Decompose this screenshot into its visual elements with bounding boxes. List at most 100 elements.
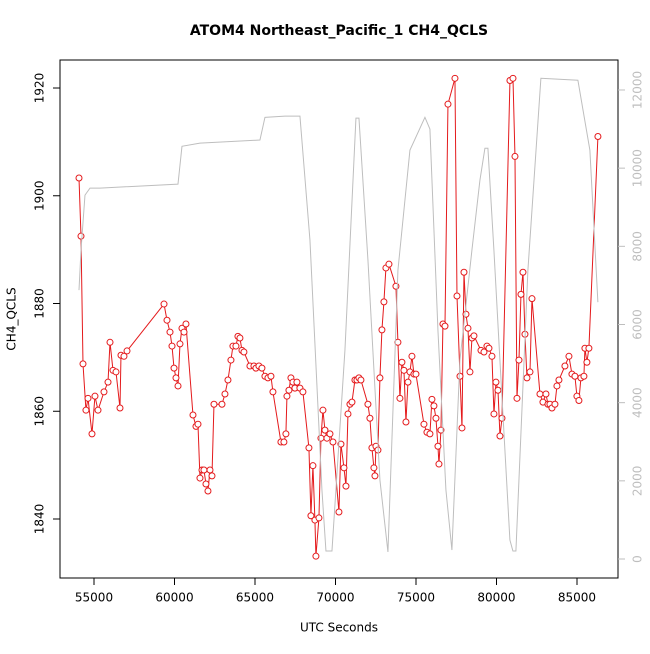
series-line bbox=[78, 77, 599, 557]
data-point bbox=[426, 430, 434, 438]
data-point bbox=[432, 414, 440, 422]
x-axis-label: UTC Seconds bbox=[300, 621, 378, 635]
data-point bbox=[240, 348, 248, 356]
data-point bbox=[344, 410, 352, 418]
data-point bbox=[210, 400, 218, 408]
x-tick-label: 70000 bbox=[316, 591, 354, 605]
data-point bbox=[498, 414, 506, 422]
data-point bbox=[170, 364, 178, 372]
data-point bbox=[555, 376, 563, 384]
data-point bbox=[441, 322, 449, 330]
data-point bbox=[398, 358, 406, 366]
x-tick-label: 65000 bbox=[236, 591, 274, 605]
data-point bbox=[462, 310, 470, 318]
data-point bbox=[428, 395, 436, 403]
data-point bbox=[232, 342, 240, 350]
data-point bbox=[536, 390, 544, 398]
y-tick-label: 1840 bbox=[33, 504, 47, 535]
data-point bbox=[180, 328, 188, 336]
data-point bbox=[357, 376, 365, 384]
data-point bbox=[120, 352, 128, 360]
data-point bbox=[305, 444, 313, 452]
x-tick-label: 60000 bbox=[155, 591, 193, 605]
data-point bbox=[526, 368, 534, 376]
data-point bbox=[269, 388, 277, 396]
data-point bbox=[464, 324, 472, 332]
data-point bbox=[460, 268, 468, 276]
data-point bbox=[376, 374, 384, 382]
data-point bbox=[553, 382, 561, 390]
data-point bbox=[492, 378, 500, 386]
data-point bbox=[435, 460, 443, 468]
data-point bbox=[176, 340, 184, 348]
data-point bbox=[315, 514, 323, 522]
data-point bbox=[485, 344, 493, 352]
data-point bbox=[267, 372, 275, 380]
data-point bbox=[307, 512, 315, 520]
y2-tick-label: 8000 bbox=[631, 231, 645, 262]
data-point bbox=[451, 74, 459, 82]
data-point bbox=[299, 388, 307, 396]
x-tick-label: 80000 bbox=[477, 591, 515, 605]
data-point bbox=[490, 410, 498, 418]
data-point bbox=[458, 424, 466, 432]
series-line bbox=[78, 77, 599, 553]
y2-tick-label: 12000 bbox=[631, 71, 645, 109]
data-point bbox=[84, 394, 92, 402]
data-point bbox=[511, 152, 519, 160]
data-point bbox=[515, 356, 523, 364]
data-point bbox=[218, 400, 226, 408]
data-point bbox=[227, 356, 235, 364]
data-point bbox=[166, 328, 174, 336]
data-point bbox=[370, 464, 378, 472]
data-point bbox=[283, 392, 291, 400]
data-point bbox=[412, 370, 420, 378]
data-point bbox=[75, 174, 83, 182]
y-tick-label: 1900 bbox=[33, 180, 47, 211]
data-point bbox=[221, 390, 229, 398]
data-point bbox=[528, 295, 536, 303]
data-point bbox=[321, 426, 329, 434]
data-point bbox=[542, 390, 550, 398]
data-point bbox=[517, 290, 525, 298]
data-point bbox=[317, 434, 325, 442]
data-point bbox=[364, 400, 372, 408]
data-point bbox=[206, 466, 214, 474]
data-point bbox=[402, 418, 410, 426]
data-point bbox=[280, 438, 288, 446]
data-point bbox=[408, 352, 416, 360]
data-point bbox=[100, 388, 108, 396]
data-point bbox=[585, 344, 593, 352]
data-point bbox=[104, 378, 112, 386]
data-point bbox=[293, 378, 301, 386]
y-tick-label: 1880 bbox=[33, 288, 47, 319]
data-point bbox=[580, 372, 588, 380]
y-tick-label: 1920 bbox=[33, 73, 47, 104]
data-point bbox=[329, 438, 337, 446]
data-point bbox=[285, 386, 293, 394]
data-point bbox=[224, 376, 232, 384]
data-point bbox=[392, 282, 400, 290]
data-point bbox=[561, 362, 569, 370]
data-point bbox=[496, 432, 504, 440]
data-point bbox=[88, 430, 96, 438]
data-point bbox=[494, 386, 502, 394]
chart-title: ATOM4 Northeast_Pacific_1 CH4_QCLS bbox=[190, 23, 488, 39]
data-point bbox=[466, 368, 474, 376]
data-point bbox=[335, 508, 343, 516]
data-point bbox=[189, 411, 197, 419]
data-point bbox=[519, 268, 527, 276]
data-point bbox=[182, 320, 190, 328]
data-point bbox=[575, 396, 583, 404]
y2-tick-label: 10000 bbox=[631, 149, 645, 187]
y2-tick-label: 2000 bbox=[631, 466, 645, 497]
data-point bbox=[444, 100, 452, 108]
data-point bbox=[94, 406, 102, 414]
y2-tick-label: 4000 bbox=[631, 387, 645, 418]
data-point bbox=[342, 482, 350, 490]
data-point bbox=[348, 398, 356, 406]
data-point bbox=[194, 420, 202, 428]
data-point bbox=[319, 406, 327, 414]
y2-tick-label: 0 bbox=[631, 555, 645, 563]
data-point bbox=[258, 364, 266, 372]
